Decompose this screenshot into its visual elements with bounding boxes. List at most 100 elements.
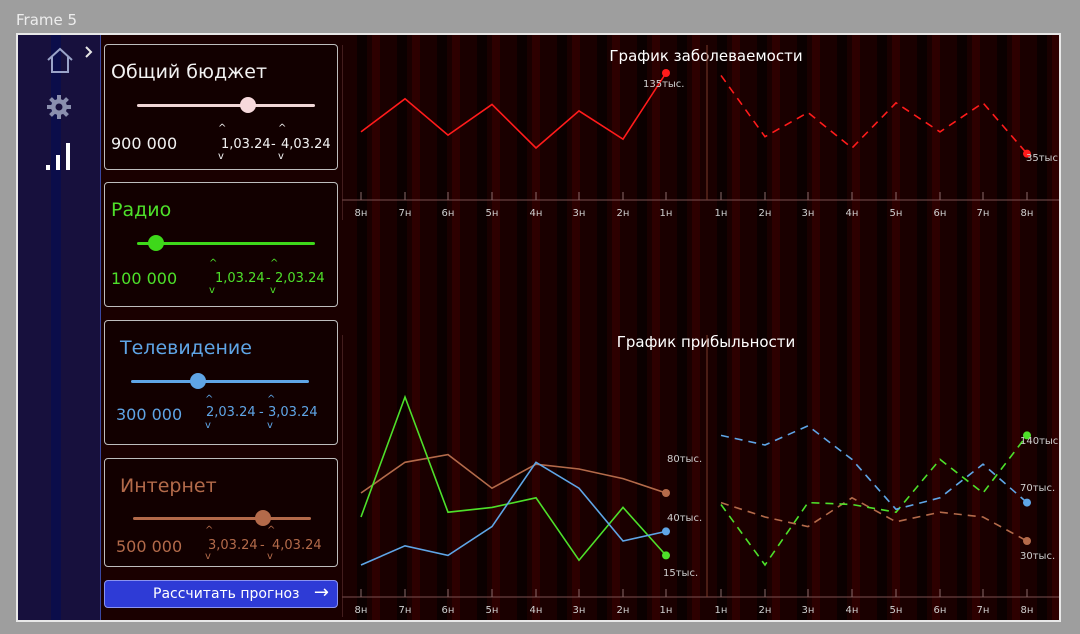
point-label: 15тыс. <box>663 568 698 579</box>
chevron-up-icon[interactable]: ^ <box>267 394 276 405</box>
chevron-down-icon[interactable]: v <box>278 151 284 162</box>
sidebar-stripe <box>51 35 61 620</box>
internet-slider-track[interactable] <box>133 517 311 520</box>
range-to[interactable]: 4,03.24 <box>272 538 322 553</box>
grid-column <box>692 35 700 620</box>
x-tick-label: 3н <box>573 208 586 219</box>
budget-amount: 900 000 <box>111 134 178 153</box>
radio-slider-track[interactable] <box>137 242 315 245</box>
x-tick-label: 1н <box>660 208 673 219</box>
series-line-actual <box>360 453 667 494</box>
chevron-down-icon[interactable]: v <box>267 551 273 562</box>
x-tick-label: 7н <box>399 208 412 219</box>
series-end-point <box>1023 431 1031 440</box>
chevron-up-icon[interactable]: ^ <box>209 258 218 269</box>
range-to[interactable]: 2,03.24 <box>275 271 325 286</box>
grid-column <box>572 35 580 620</box>
chevron-down-icon[interactable]: v <box>205 551 211 562</box>
grid-column <box>677 35 687 620</box>
series-line-forecast <box>720 74 1028 155</box>
range-from[interactable]: 3,03.24 <box>208 538 258 553</box>
grid-column <box>557 35 567 620</box>
series-line-actual <box>360 72 667 150</box>
range-separator: - <box>271 137 276 152</box>
x-tick-label: 4н <box>846 605 859 616</box>
bar-chart-icon[interactable] <box>44 139 74 171</box>
range-separator: - <box>259 405 264 420</box>
grid-column <box>517 35 527 620</box>
chevron-up-icon[interactable]: ^ <box>278 123 287 134</box>
grid-column <box>772 35 780 620</box>
grid-column <box>597 35 607 620</box>
point-label: 140тыс. <box>1020 436 1061 447</box>
chevron-up-icon[interactable]: ^ <box>270 258 279 269</box>
panel-title: Радио <box>111 199 172 221</box>
chevron-down-icon[interactable]: v <box>209 285 215 296</box>
grid-column <box>997 35 1007 620</box>
grid-column <box>477 35 487 620</box>
grid-column <box>612 35 620 620</box>
chevron-up-icon[interactable]: ^ <box>205 394 214 405</box>
panel-title: Интернет <box>120 475 217 497</box>
grid-column <box>1037 35 1047 620</box>
x-tick-label: 2н <box>759 605 772 616</box>
x-tick-label: 6н <box>934 605 947 616</box>
grid-column <box>1052 35 1059 620</box>
grid-column <box>372 35 380 620</box>
chevron-down-icon[interactable]: v <box>267 420 273 431</box>
chevron-up-icon[interactable]: ^ <box>205 525 214 536</box>
x-tick-label: 3н <box>573 605 586 616</box>
x-tick-label: 6н <box>442 208 455 219</box>
calculate-forecast-button[interactable]: Рассчитать прогноз → <box>104 580 338 608</box>
series-end-point <box>662 527 670 536</box>
x-tick-label: 5н <box>486 208 499 219</box>
x-tick-label: 2н <box>617 605 630 616</box>
grid-column <box>957 35 967 620</box>
series-end-point <box>662 551 670 560</box>
home-icon[interactable] <box>45 46 75 74</box>
grid-column <box>812 35 820 620</box>
point-label: 35тыс. <box>1026 153 1061 164</box>
x-tick-label: 6н <box>442 605 455 616</box>
chevron-down-icon[interactable]: v <box>270 285 276 296</box>
gear-icon[interactable] <box>46 94 72 120</box>
grid-column <box>357 35 367 620</box>
grid-column <box>877 35 887 620</box>
panel-tv: Телевидение 300 000 ^ v 2,03.24 - ^ v 3,… <box>104 320 338 445</box>
series-line-actual <box>360 461 667 566</box>
range-from[interactable]: 1,03.24 <box>215 271 265 286</box>
panel-radio: Радио 100 000 ^ v 1,03.24 - ^ v 2,03.24 <box>104 182 338 307</box>
app-frame: Общий бюджет 900 000 ^ v 1,03.24 - ^ v 4… <box>16 33 1061 622</box>
radio-slider-knob[interactable] <box>148 235 164 251</box>
chevron-right-icon[interactable] <box>84 45 94 59</box>
grid-column <box>532 35 540 620</box>
point-label: 70тыс. <box>1020 483 1055 494</box>
chevron-up-icon[interactable]: ^ <box>267 525 276 536</box>
x-tick-label: 4н <box>530 605 543 616</box>
budget-slider-track[interactable] <box>137 104 315 107</box>
grid-column <box>717 35 727 620</box>
x-tick-label: 4н <box>846 208 859 219</box>
series-line-forecast <box>720 496 1028 542</box>
x-tick-label: 6н <box>934 208 947 219</box>
grid-column <box>437 35 447 620</box>
grid-column <box>732 35 740 620</box>
chevron-up-icon[interactable]: ^ <box>218 123 227 134</box>
x-tick-label: 7н <box>399 605 412 616</box>
series-end-point <box>662 489 670 497</box>
grid-column <box>932 35 940 620</box>
range-separator: - <box>260 538 265 553</box>
budget-slider-knob[interactable] <box>240 97 256 113</box>
tv-slider-track[interactable] <box>131 380 309 383</box>
chevron-down-icon[interactable]: v <box>205 420 211 431</box>
tv-slider-knob[interactable] <box>190 373 206 389</box>
range-from[interactable]: 1,03.24 <box>221 137 271 152</box>
panel-title: Общий бюджет <box>111 61 268 83</box>
chevron-down-icon[interactable]: v <box>218 151 224 162</box>
point-label: 80тыс. <box>667 454 702 465</box>
range-to[interactable]: 3,03.24 <box>268 405 318 420</box>
range-to[interactable]: 4,03.24 <box>281 137 331 152</box>
x-tick-label: 8н <box>355 208 368 219</box>
internet-slider-knob[interactable] <box>255 510 271 526</box>
range-from[interactable]: 2,03.24 <box>206 405 256 420</box>
